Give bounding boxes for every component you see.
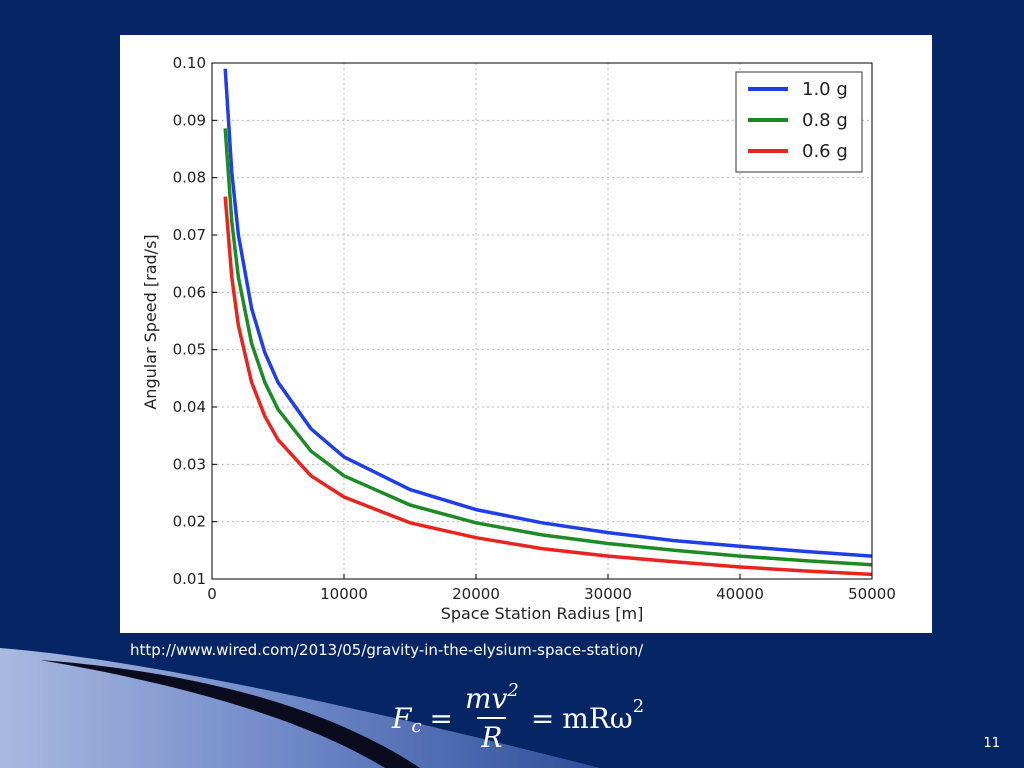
formula-fraction: mv2 R (461, 680, 523, 754)
series-line-3 (223, 196, 873, 577)
formula-equals-2: = (530, 701, 555, 735)
y-tick-label: 0.08 (173, 169, 206, 187)
x-tick-label: 40000 (716, 585, 764, 603)
x-tick-label: 50000 (848, 585, 896, 603)
x-tick-label: 10000 (320, 585, 368, 603)
formula-numerator: mv2 (465, 680, 519, 715)
legend-label-2: 0.8 g (802, 110, 848, 131)
y-tick-label: 0.04 (173, 398, 206, 416)
source-link[interactable]: http://www.wired.com/2013/05/gravity-in-… (130, 641, 644, 659)
y-axis-title: Angular Speed [rad/s] (141, 234, 160, 409)
formula-rhs: mRω (562, 701, 633, 735)
x-tick-label: 20000 (452, 585, 500, 603)
y-tick-label: 0.05 (173, 341, 206, 359)
decorative-swoosh-dark (40, 660, 420, 768)
y-tick-label: 0.10 (173, 54, 206, 72)
series-line-2 (223, 128, 873, 567)
formula-equals-1: = (429, 701, 453, 735)
y-tick-label: 0.06 (173, 283, 206, 301)
y-tick-label: 0.01 (173, 570, 206, 588)
formula-denominator: R (477, 717, 507, 754)
y-tick-label: 0.02 (173, 513, 206, 531)
formula-lhs: F (392, 701, 412, 735)
legend-label-3: 0.6 g (802, 141, 848, 162)
y-tick-label: 0.07 (173, 226, 206, 244)
legend: 1.0 g 0.8 g 0.6 g (735, 71, 863, 173)
x-axis-title: Space Station Radius [m] (441, 604, 644, 623)
chart: 0 10000 20000 30000 40000 50000 0.01 0.02 0.03 0.… (141, 54, 896, 623)
y-tick-label: 0.09 (173, 111, 206, 129)
plot-frame (211, 62, 873, 580)
formula-lhs-subscript: c (411, 715, 422, 737)
chart-panel: 0 10000 20000 30000 40000 50000 0.01 0.02 0.03 0.… (120, 35, 932, 633)
formula-rhs-superscript: 2 (632, 695, 645, 717)
y-tick-label: 0.03 (173, 455, 206, 473)
x-tick-label: 30000 (584, 585, 632, 603)
x-tick-label: 0 (207, 585, 217, 603)
legend-label-1: 1.0 g (802, 79, 848, 100)
page-number: 11 (983, 736, 1000, 751)
series-line-1 (223, 68, 873, 558)
